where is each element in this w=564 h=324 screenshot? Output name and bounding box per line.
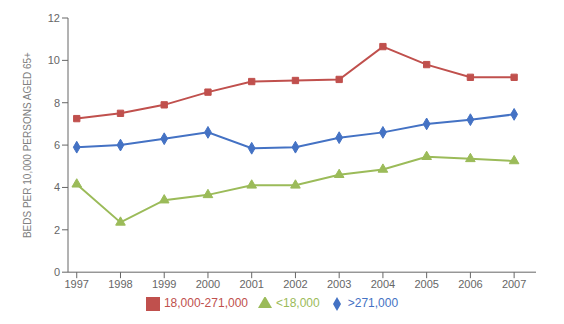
svg-text:1997: 1997 <box>65 278 89 290</box>
svg-text:12: 12 <box>48 12 60 24</box>
svg-text:2: 2 <box>54 224 60 236</box>
svg-text:2000: 2000 <box>196 278 220 290</box>
svg-text:2001: 2001 <box>239 278 263 290</box>
svg-text:1998: 1998 <box>108 278 132 290</box>
svg-text:2005: 2005 <box>414 278 438 290</box>
svg-text:1999: 1999 <box>152 278 176 290</box>
svg-text:2006: 2006 <box>458 278 482 290</box>
svg-text:BEDS PER 10,000 PERSONS AGED 6: BEDS PER 10,000 PERSONS AGED 65+ <box>22 52 33 238</box>
svg-text:10: 10 <box>48 54 60 66</box>
svg-text:4: 4 <box>54 181 60 193</box>
svg-text:2002: 2002 <box>283 278 307 290</box>
svg-text:2007: 2007 <box>502 278 526 290</box>
svg-text:0: 0 <box>54 266 60 278</box>
html-text:18,000-271,000: 18,000-271,000 <box>163 296 248 311</box>
svg-text:2003: 2003 <box>327 278 351 290</box>
html-text:<18,000: <18,000 <box>276 296 320 311</box>
svg-text:8: 8 <box>54 97 60 109</box>
html-text:>271,000: >271,000 <box>347 296 399 311</box>
svg-text:6: 6 <box>54 139 60 151</box>
svg-text:2004: 2004 <box>371 278 395 290</box>
